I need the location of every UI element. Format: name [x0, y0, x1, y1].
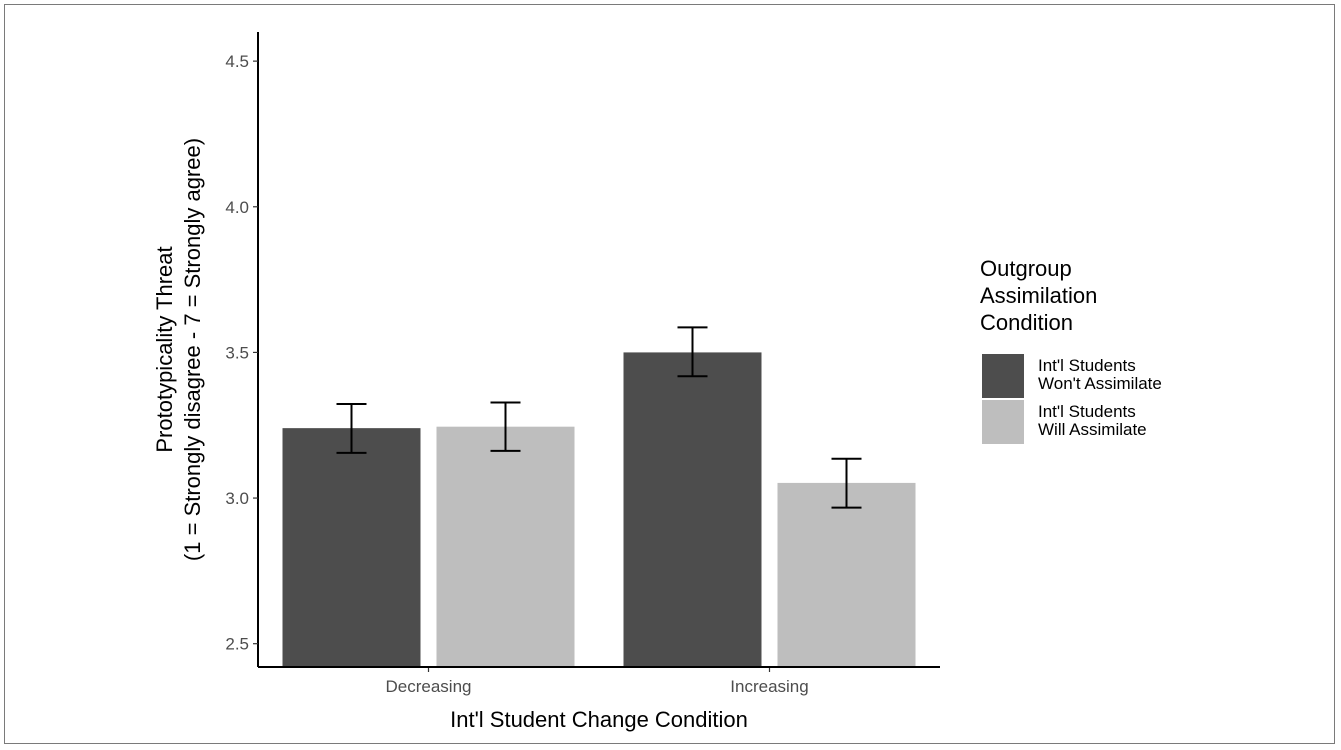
y-axis-title: Prototypicality Threat (1 = Strongly disa… — [152, 138, 205, 561]
legend-key-swatch — [982, 354, 1024, 398]
errorbar-increasing-series-0 — [677, 326, 708, 378]
errorbar-increasing-series-1 — [831, 457, 862, 509]
legend-title-line: Assimilation — [980, 283, 1097, 308]
bars-layer — [282, 352, 916, 667]
errorbar-decreasing-series-0 — [336, 402, 367, 454]
legend-title-line: Condition — [980, 310, 1073, 335]
errorbars-layer — [336, 326, 862, 509]
bar-increasing-series-0 — [623, 352, 762, 667]
bar-increasing-series-1 — [777, 482, 916, 667]
x-tick-label: Decreasing — [386, 677, 472, 696]
axes-layer: Decreasing Increasing 2.5 3.0 3.5 4.0 4.5 Int'l… — [152, 32, 940, 732]
bar-decreasing-series-0 — [282, 428, 421, 667]
legend-label-line: Int'l Students — [1038, 356, 1136, 375]
legend-key-swatch — [982, 400, 1024, 444]
y-tick-label: 4.5 — [225, 52, 249, 71]
legend-label-line: Won't Assimilate — [1038, 374, 1162, 393]
x-axis-title: Int'l Student Change Condition — [450, 707, 748, 732]
y-tick-label: 4.0 — [225, 198, 249, 217]
y-tick-label: 3.5 — [225, 343, 249, 362]
y-axis-title-line-2: (1 = Strongly disagree - 7 = Strongly ag… — [180, 138, 205, 561]
y-axis-title-line-1: Prototypicality Threat — [152, 246, 177, 452]
legend-title-line: Outgroup — [980, 256, 1072, 281]
errorbar-decreasing-series-1 — [490, 401, 521, 452]
bar-decreasing-series-1 — [436, 426, 575, 667]
y-tick-label: 2.5 — [225, 635, 249, 654]
y-tick-label: 3.0 — [225, 489, 249, 508]
legend-label-line: Will Assimilate — [1038, 420, 1147, 439]
legend-label-line: Int'l Students — [1038, 402, 1136, 421]
x-tick-label: Increasing — [730, 677, 808, 696]
